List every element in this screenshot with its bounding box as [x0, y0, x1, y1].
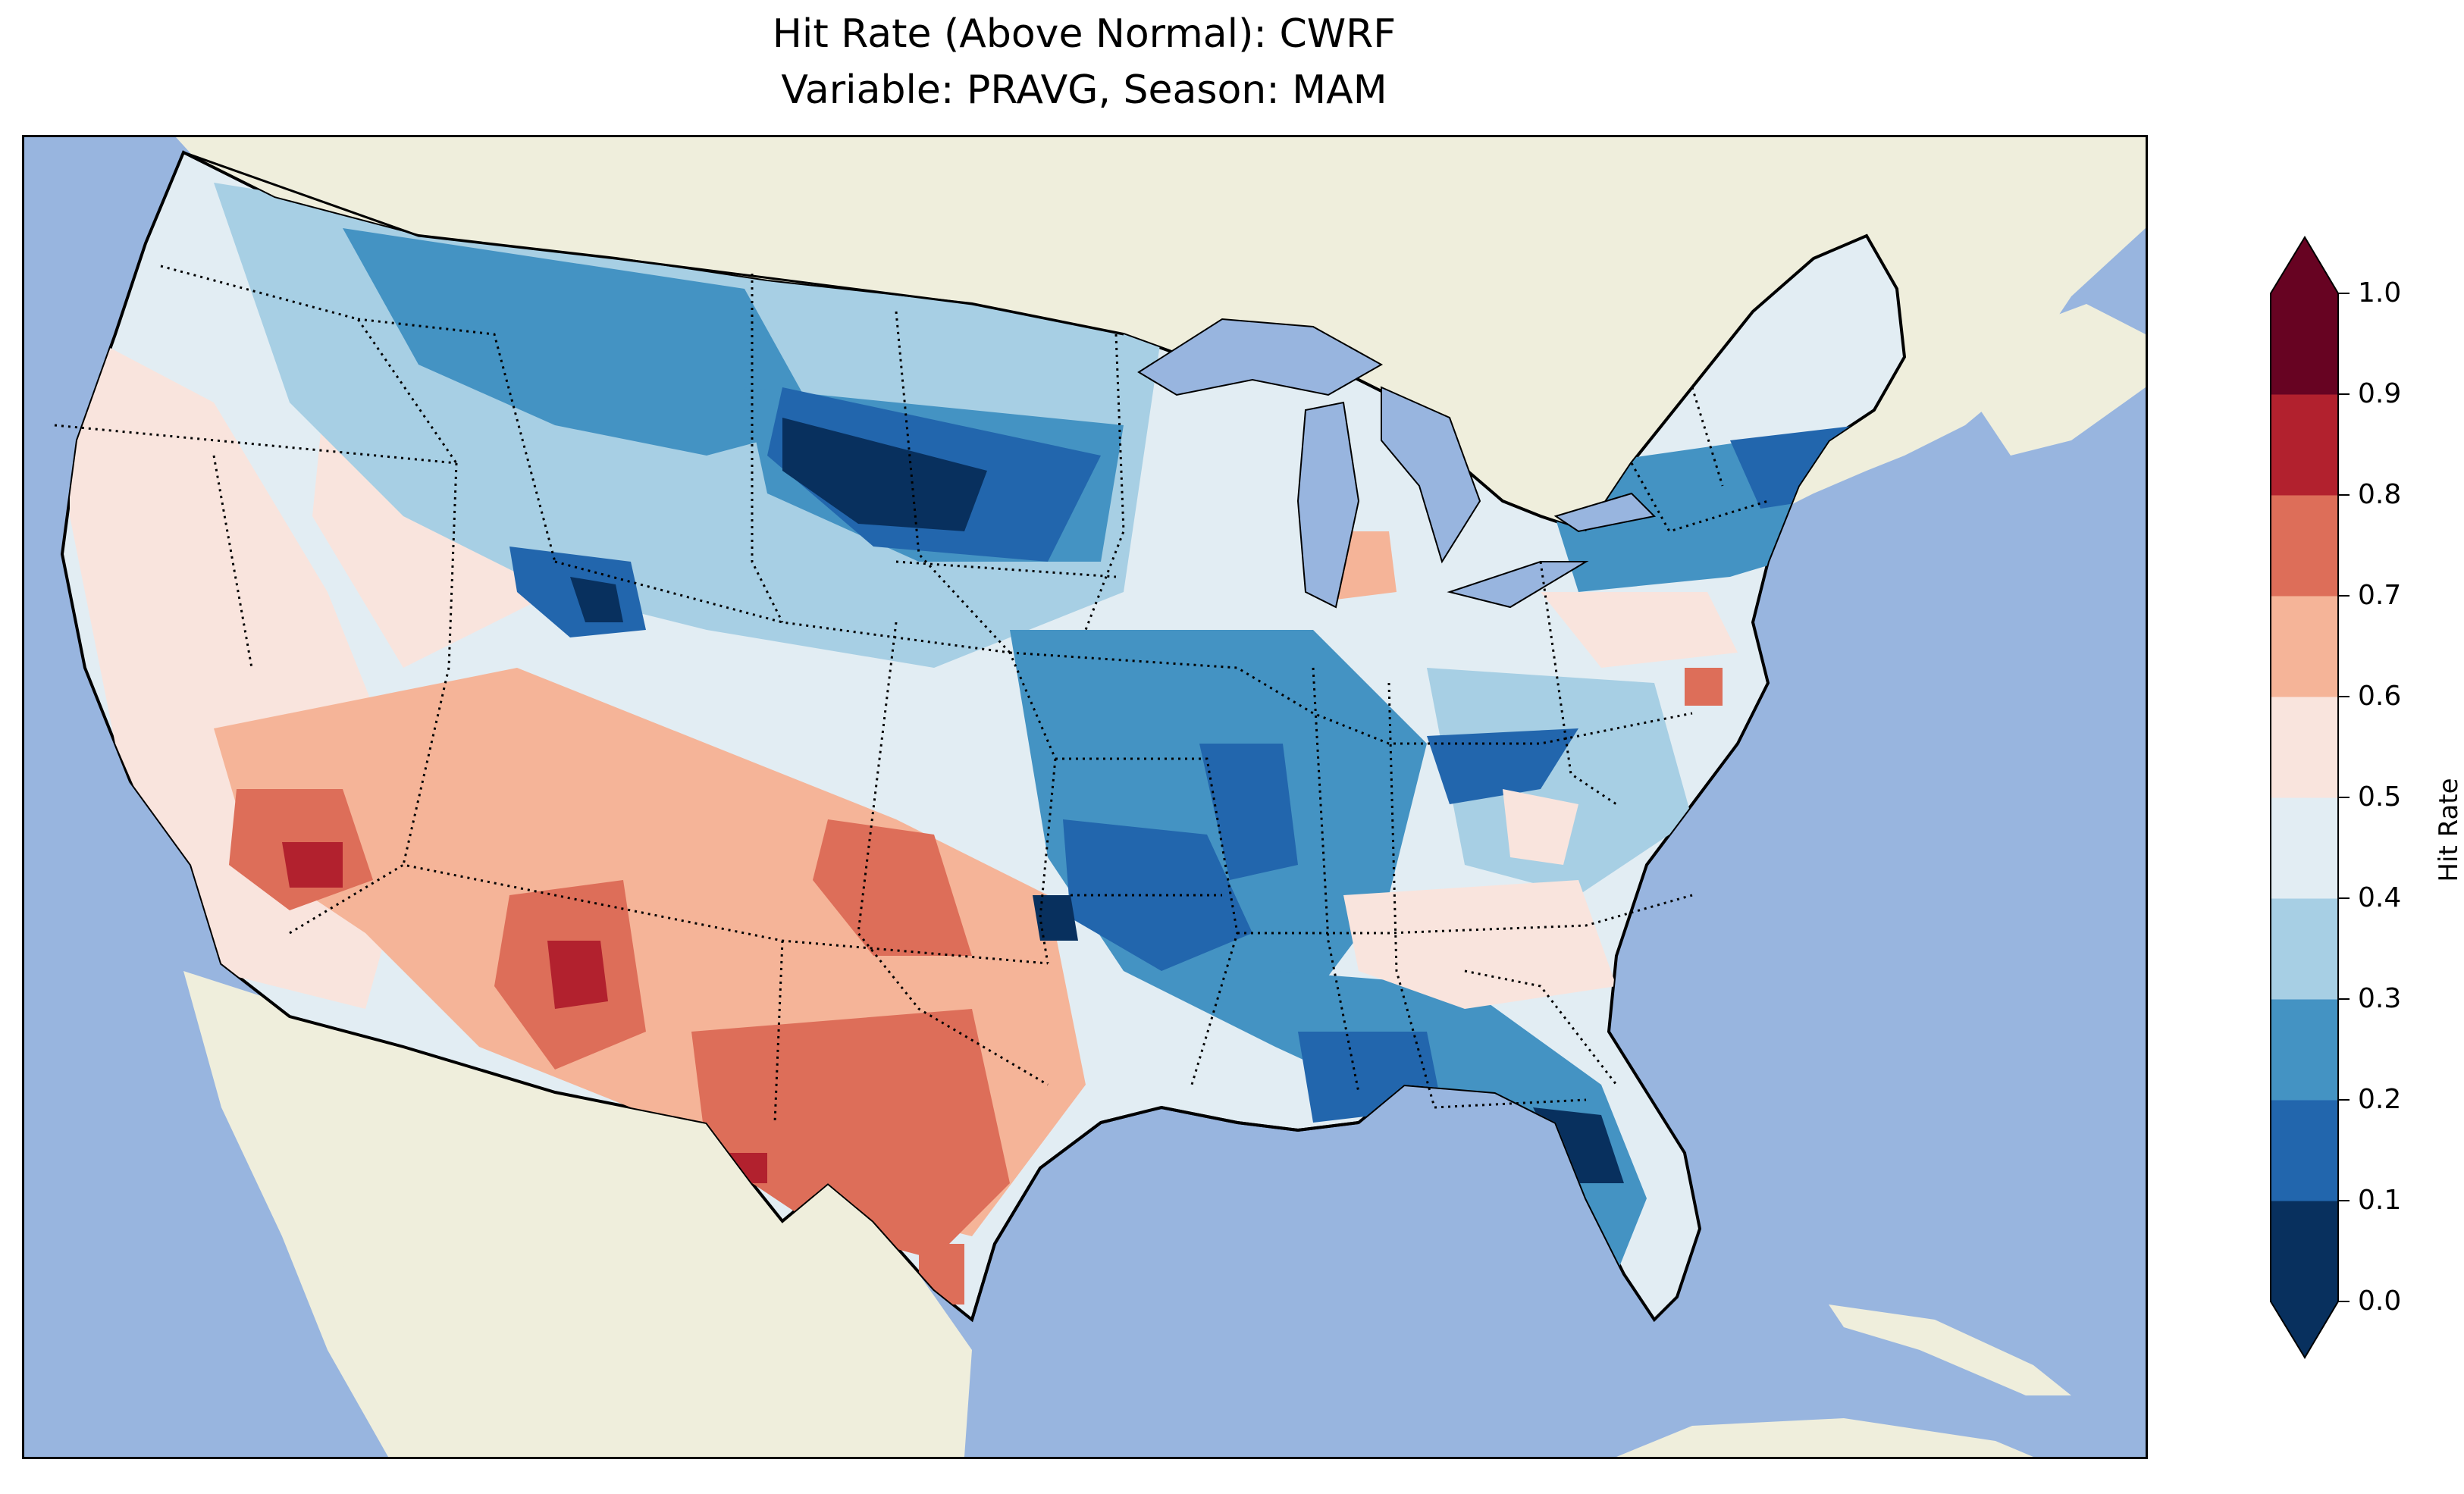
- colorbar-bin-0.6-0.7: [2271, 596, 2339, 697]
- caribbean-land: [1616, 1418, 2033, 1457]
- lake-erie: [1447, 561, 1589, 609]
- colorbar-bin-0.9-1.0: [2271, 293, 2339, 395]
- colorbar-bin-0.2-0.3: [2271, 999, 2339, 1101]
- lake-huron: [1381, 386, 1481, 564]
- colorbar-bin-0.1-0.2: [2271, 1100, 2339, 1201]
- colorbar-bin-0.7-0.8: [2271, 495, 2339, 597]
- colorbar-bin-0.4-0.5: [2271, 797, 2339, 899]
- colorbar: [2270, 236, 2350, 1359]
- lake-ontario: [1553, 492, 1657, 533]
- map-subtitle: Variable: PRAVG, Season: MAM: [781, 67, 1387, 113]
- colorbar-extend-over: [2271, 236, 2339, 293]
- colorbar-bin-0.3-0.4: [2271, 898, 2339, 1000]
- map-panel: [22, 135, 2148, 1459]
- us-canada-border: [183, 151, 1124, 336]
- coastline: [970, 1105, 1359, 1320]
- colorbar-bin-0.8-0.9: [2271, 394, 2339, 496]
- colorbar-tick-label: 0.9: [2358, 378, 2402, 409]
- colorbar-tick-label: 0.8: [2358, 479, 2402, 510]
- colorbar-tick-label: 0.3: [2358, 983, 2402, 1014]
- map-title: Hit Rate (Above Normal): CWRF: [772, 11, 1397, 57]
- baja-land: [237, 1092, 419, 1426]
- state-borders: [54, 265, 1769, 1123]
- colorbar-tick-label: 0.5: [2358, 781, 2402, 813]
- colorbar-bin-0.0-0.1: [2271, 1201, 2339, 1302]
- colorbar-tick-label: 0.6: [2358, 681, 2402, 712]
- lake-superior: [1137, 318, 1384, 396]
- colorbar-extend-under: [2271, 1301, 2339, 1358]
- colorbar-bin-0.5-0.6: [2271, 697, 2339, 798]
- colorbar-tick-label: 0.1: [2358, 1185, 2402, 1216]
- mexico-land: [183, 971, 972, 1457]
- colorbar-tick-label: 0.4: [2358, 882, 2402, 913]
- maritimes-land: [1965, 304, 2146, 456]
- colorbar-tick-label: 0.0: [2358, 1286, 2402, 1317]
- lake-michigan: [1296, 401, 1360, 609]
- colorbar-tick-label: 0.7: [2358, 580, 2402, 611]
- colorbar-tick-label: 1.0: [2358, 277, 2402, 309]
- us-hit-rate-map: [24, 137, 2146, 1457]
- colorbar-tick-label: 0.2: [2358, 1084, 2402, 1115]
- cuba-land: [1829, 1305, 2071, 1395]
- colorbar-label: Hit Rate: [2434, 778, 2464, 882]
- colorbar-svg: [2270, 236, 2350, 1359]
